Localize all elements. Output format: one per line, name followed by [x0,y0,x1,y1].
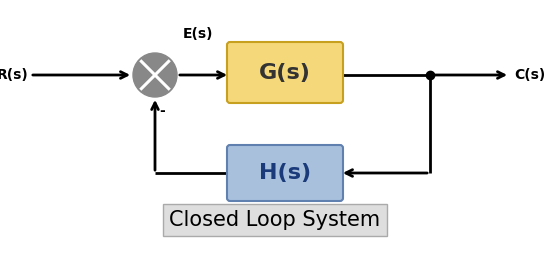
Text: H(s): H(s) [259,163,311,183]
Text: C(s): C(s) [514,68,545,82]
Circle shape [133,53,177,97]
FancyBboxPatch shape [163,204,387,236]
Text: Closed Loop System: Closed Loop System [169,210,381,230]
FancyBboxPatch shape [227,42,343,103]
Text: R(s): R(s) [0,68,28,82]
Text: G(s): G(s) [259,62,311,83]
Text: -: - [159,104,165,118]
FancyBboxPatch shape [227,145,343,201]
Text: E(s): E(s) [183,27,213,41]
